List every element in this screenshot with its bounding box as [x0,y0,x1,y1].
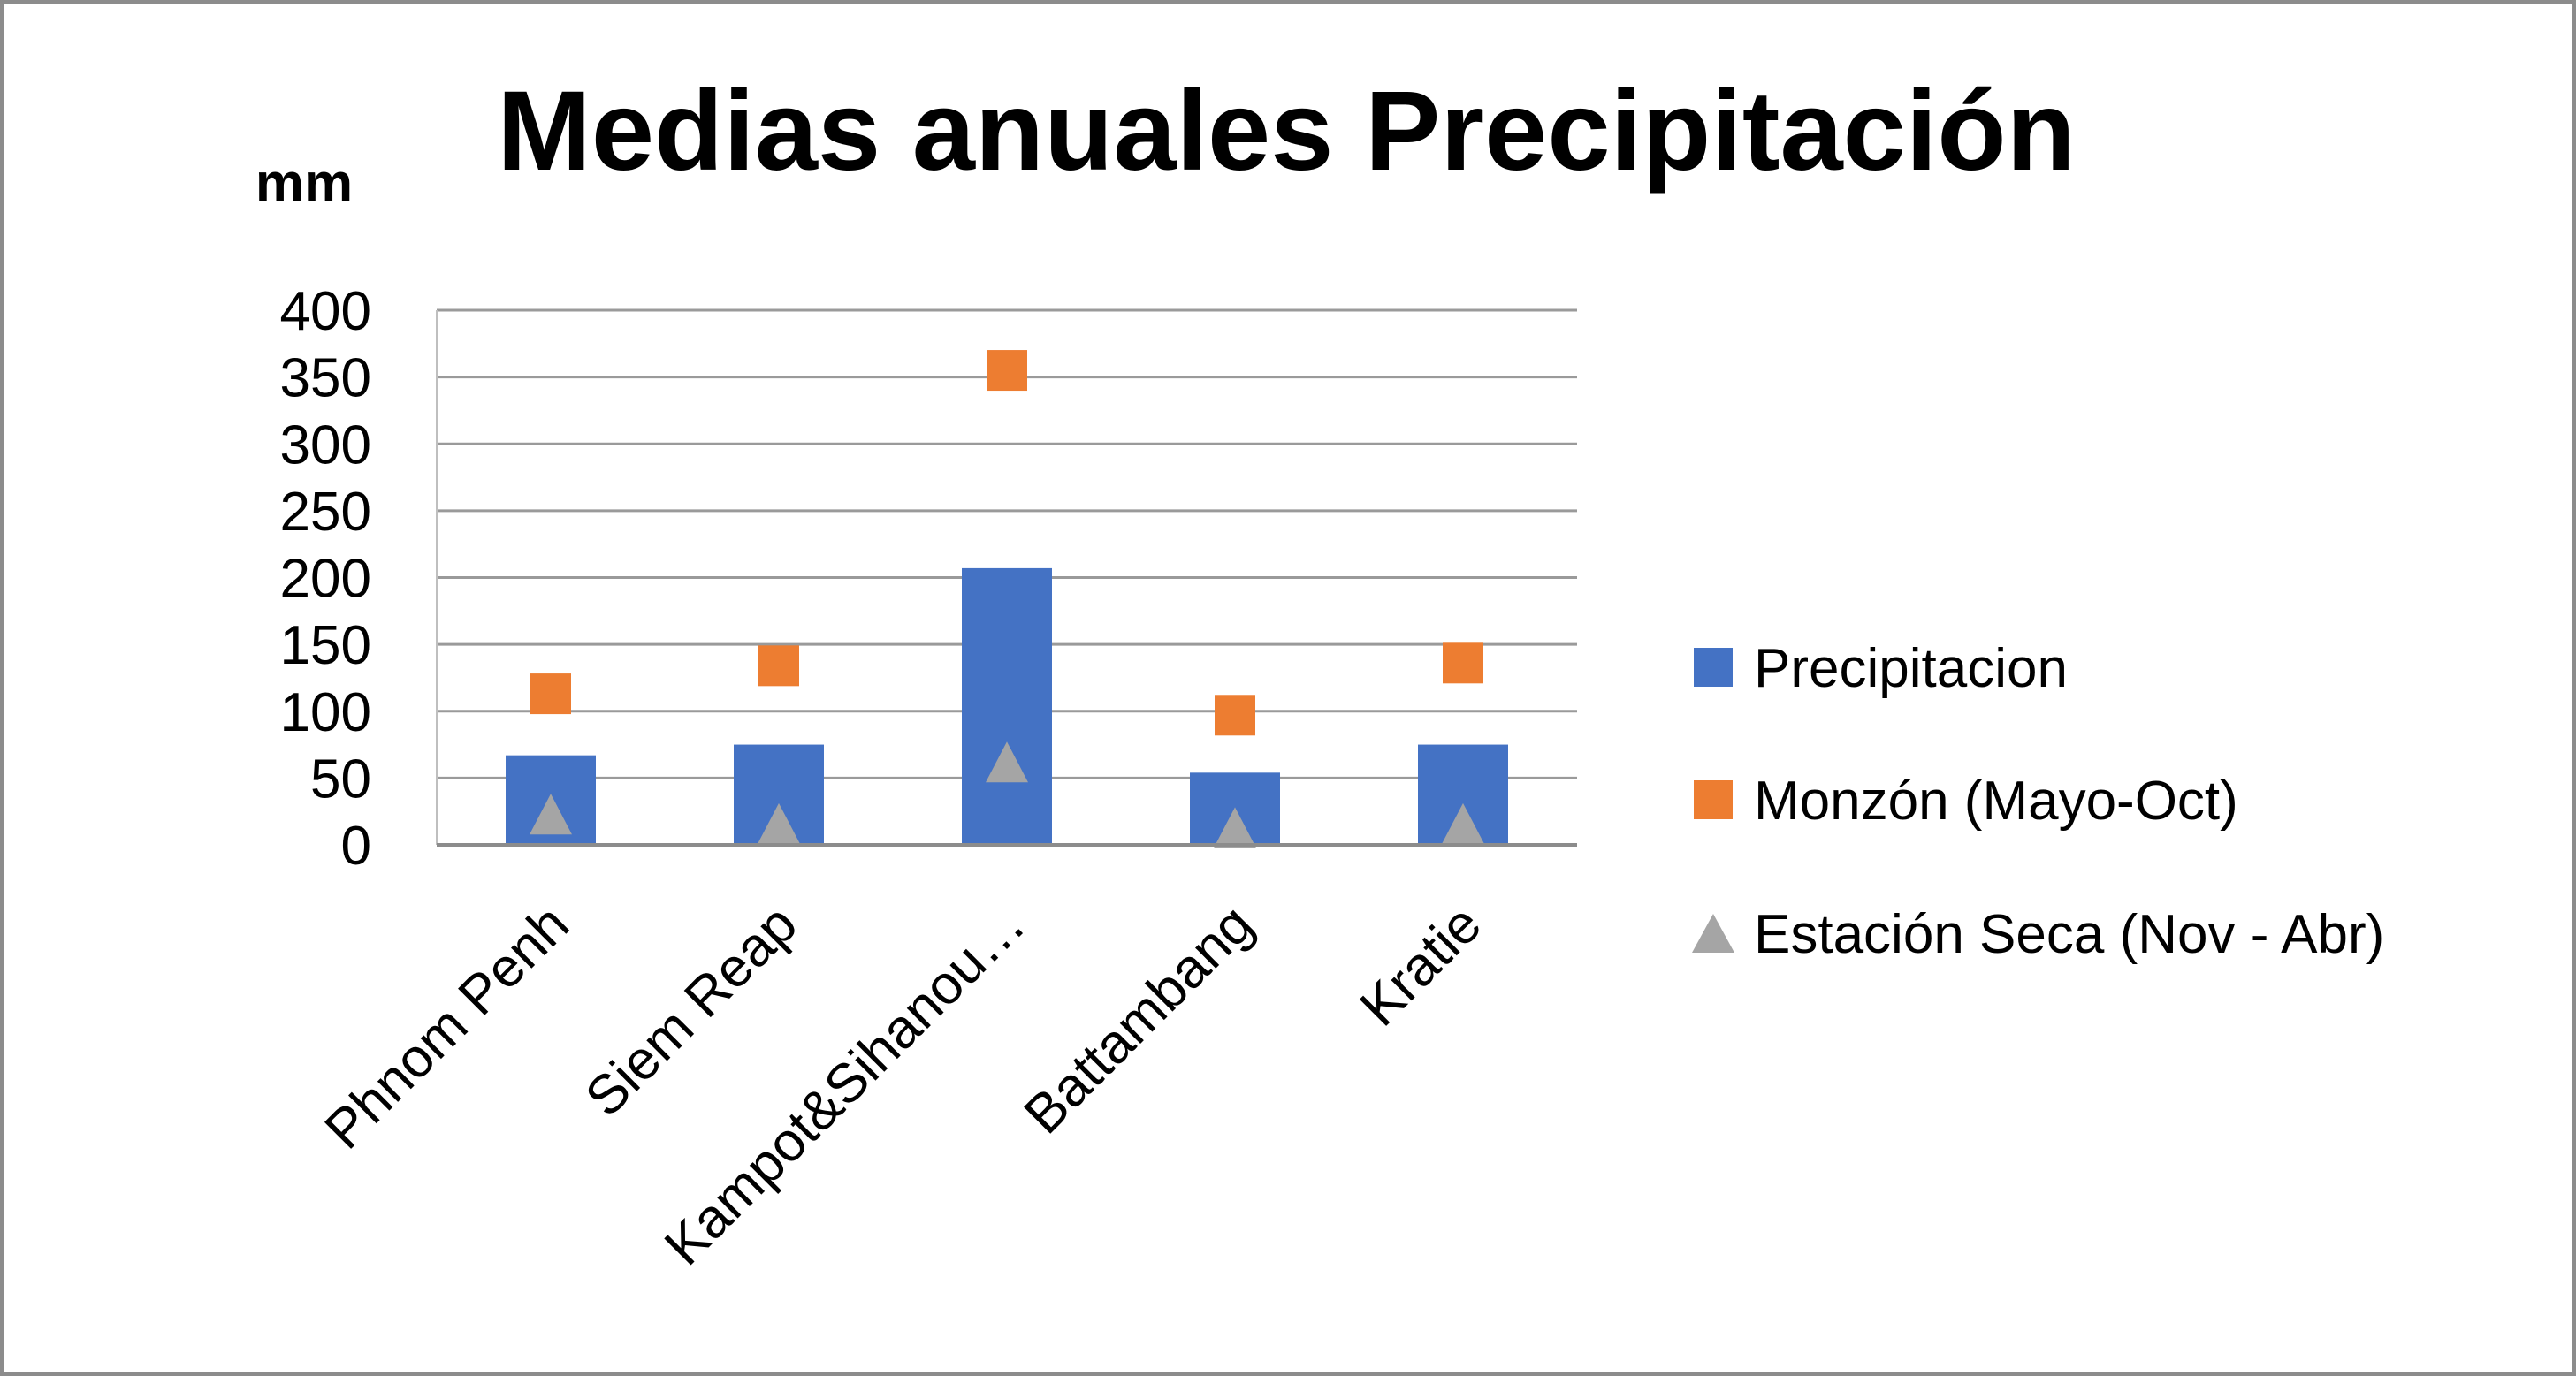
y-tick-label: 200 [280,549,371,610]
marker-monzon-phnom-penh [530,673,571,715]
markers [437,350,1577,848]
marker-seca-siem-reap [758,802,800,844]
legend-swatch-monz-n-mayo-oct [1694,780,1733,819]
marker-monzon-siem-reap [758,645,799,687]
legend: Precipitacion Monzón (Mayo-Oct) Estación S… [1692,638,2384,965]
chart-title: Medias anuales Precipitación [497,68,2076,194]
y-tick-label: 300 [280,414,371,475]
y-tick-label: 150 [280,615,371,676]
marker-seca-kratie [1442,802,1484,844]
y-axis-label: mm [255,153,353,214]
y-tick-label: 400 [280,281,371,342]
bar-kampot-sihanou [962,567,1052,845]
legend-label: Precipitacion [1754,638,2068,699]
marker-seca-phnom-penh [530,794,572,835]
marker-monzon-kratie [1443,642,1483,684]
legend-swatch-estaci-n-seca-nov-abr [1692,914,1734,953]
y-tick-label: 50 [310,749,371,810]
marker-monzon-battambang [1215,695,1255,736]
y-tick-label: 0 [341,816,371,877]
legend-swatch-precipitacion [1694,648,1733,687]
y-tick-label: 100 [280,682,371,743]
marker-seca-battambang [1214,807,1256,848]
legend-label: Estación Seca (Nov - Abr) [1754,904,2384,965]
y-tick-label: 350 [280,348,371,409]
y-tick-label: 250 [280,482,371,543]
legend-label: Monzón (Mayo-Oct) [1754,771,2238,832]
marker-seca-kampot-sihanou [986,741,1028,783]
marker-monzon-kampot-sihanou [987,350,1027,392]
